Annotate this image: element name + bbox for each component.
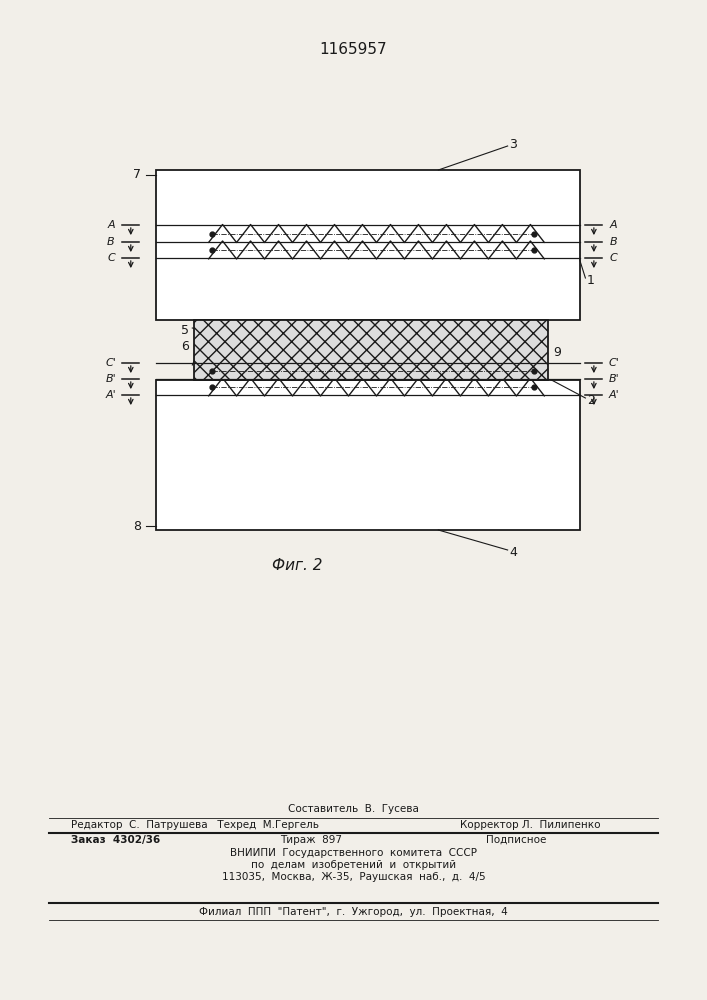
Text: Заказ  4302/36: Заказ 4302/36 [71, 835, 160, 845]
Bar [156, 380, 580, 530]
Text: 6: 6 [182, 340, 189, 353]
Text: 7: 7 [134, 167, 141, 180]
Text: Тираж  897: Тираж 897 [280, 835, 342, 845]
Text: A: A [107, 220, 115, 230]
Text: C': C' [608, 358, 619, 368]
Text: A': A' [608, 390, 619, 400]
Text: 5: 5 [182, 324, 189, 336]
Text: B: B [610, 237, 617, 247]
Text: Фиг. 2: Фиг. 2 [271, 558, 322, 572]
Text: 113035,  Москва,  Ж-35,  Раушская  наб.,  д.  4/5: 113035, Москва, Ж-35, Раушская наб., д. … [222, 872, 485, 882]
Text: B': B' [608, 374, 619, 384]
Text: 1165957: 1165957 [320, 42, 387, 57]
Text: 9: 9 [553, 346, 561, 359]
Text: ВНИИПИ  Государственного  комитета  СССР: ВНИИПИ Государственного комитета СССР [230, 848, 477, 858]
Text: B: B [107, 237, 115, 247]
Text: Корректор Л.  Пилипенко: Корректор Л. Пилипенко [460, 820, 601, 830]
Text: Подписное: Подписное [486, 835, 547, 845]
Text: Редактор  С.  Патрушева   Техред  М.Гергель: Редактор С. Патрушева Техред М.Гергель [71, 820, 319, 830]
Text: 2: 2 [587, 393, 595, 406]
Bar [156, 170, 580, 320]
Text: 8: 8 [134, 520, 141, 532]
Text: Составитель  В.  Гусева: Составитель В. Гусева [288, 804, 419, 814]
Text: A': A' [105, 390, 117, 400]
Text: 4: 4 [509, 546, 517, 558]
Text: B': B' [105, 374, 117, 384]
Text: Филиал  ППП  "Патент",  г.  Ужгород,  ул.  Проектная,  4: Филиал ППП "Патент", г. Ужгород, ул. Про… [199, 907, 508, 917]
Text: по  делам  изобретений  и  открытий: по делам изобретений и открытий [251, 860, 456, 870]
Text: C: C [610, 253, 617, 263]
Text: C: C [107, 253, 115, 263]
Text: 1: 1 [587, 273, 595, 286]
Text: 3: 3 [509, 138, 517, 151]
Bar [194, 320, 548, 380]
Text: A: A [610, 220, 617, 230]
Text: C': C' [105, 358, 117, 368]
